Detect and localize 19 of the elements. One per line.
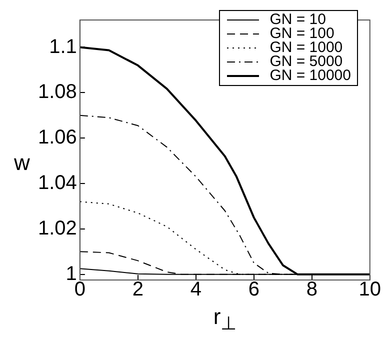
x-axis-title: r$_{⊥}$ [212,304,238,334]
y-tick-label: 1.08 [38,81,77,104]
y-tick-label: 1.06 [38,126,77,149]
y-axis-title: w [14,150,30,176]
legend-label: GN = 5000 [270,53,343,70]
x-tick-label: 2 [132,278,144,301]
legend-label: GN = 10000 [270,67,351,84]
legend-label: GN = 1000 [270,39,343,56]
y-tick-label: 1.04 [38,172,77,194]
x-tick-label: 10 [358,278,381,301]
x-tick-label: 6 [248,278,260,301]
y-tick-label: 1.1 [49,36,77,58]
x-tick-label: 0 [74,278,86,301]
y-tick-label: 1 [66,262,77,285]
legend-label: GN = 10 [270,11,326,28]
y-tick-label: 1.02 [38,217,77,240]
x-tick-label: 4 [190,278,202,301]
legend-label: GN = 100 [270,25,334,42]
x-tick-label: 8 [306,278,318,301]
